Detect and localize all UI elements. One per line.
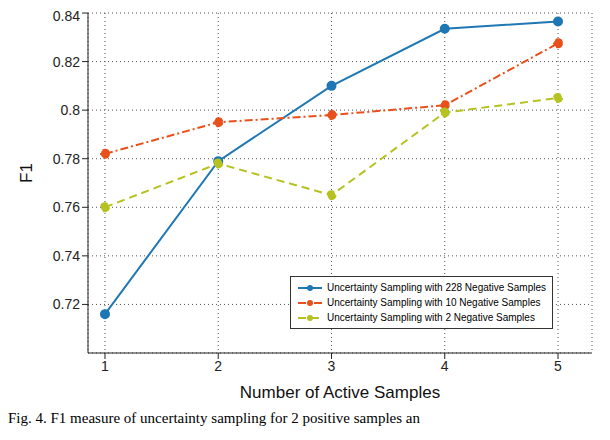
svg-text:0.72: 0.72	[53, 296, 80, 312]
svg-text:4: 4	[441, 358, 449, 374]
html-text:Fig. 4. F1 measure of uncertai: Fig. 4. F1 measure of uncertainty sampli…	[8, 410, 420, 426]
svg-text:2: 2	[214, 358, 222, 374]
svg-text:F1: F1	[17, 163, 36, 183]
svg-text:0.76: 0.76	[53, 199, 80, 215]
svg-text:Number of Active Samples: Number of Active Samples	[240, 383, 440, 402]
svg-text:0.82: 0.82	[53, 54, 80, 70]
svg-text:5: 5	[554, 358, 562, 374]
svg-text:0.74: 0.74	[53, 248, 80, 264]
svg-text:3: 3	[328, 358, 336, 374]
html-text:Uncertainty Sampling with 2 Ne: Uncertainty Sampling with 2 Negative Sam…	[327, 312, 535, 323]
svg-text:0.78: 0.78	[53, 151, 80, 167]
svg-text:1: 1	[101, 358, 109, 374]
svg-text:0.84: 0.84	[53, 8, 80, 24]
html-text:Uncertainty Sampling with 10 N: Uncertainty Sampling with 10 Negative Sa…	[327, 297, 541, 308]
svg-text:0.8: 0.8	[61, 102, 81, 118]
html-text:Uncertainty Sampling with 228: Uncertainty Sampling with 228 Negative S…	[327, 282, 546, 293]
